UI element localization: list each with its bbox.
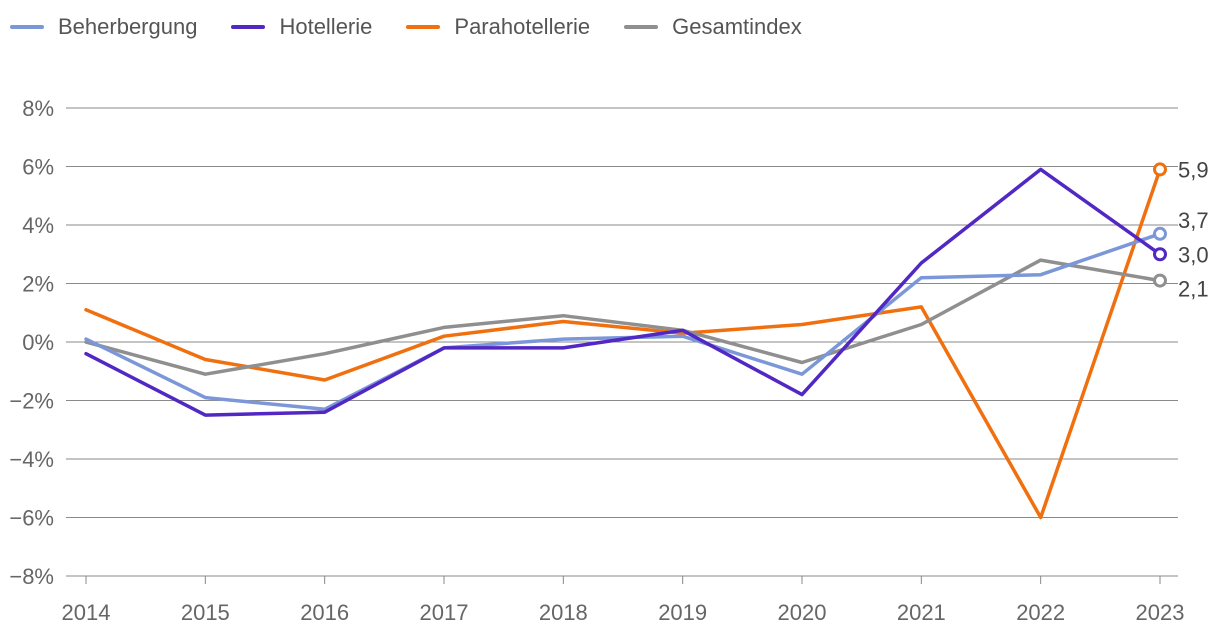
legend-swatch [624, 25, 659, 29]
y-tick-label: −8% [9, 564, 54, 589]
end-point-marker [1153, 162, 1167, 177]
legend-item-1: Hotellerie [231, 14, 372, 40]
end-value-label: 3,7 [1178, 208, 1209, 233]
end-value-label: 5,9 [1178, 157, 1209, 182]
x-tick-label: 2015 [181, 600, 230, 625]
legend-label: Hotellerie [279, 14, 373, 39]
x-tick-label: 2014 [62, 600, 111, 625]
y-tick-label: 8% [22, 96, 54, 121]
y-tick-label: 4% [22, 213, 54, 238]
end-value-label: 2,1 [1178, 277, 1209, 302]
series-line-gesamtindex [84, 258, 1162, 376]
legend-label: Parahotellerie [454, 14, 591, 39]
end-value-label: 3,0 [1178, 242, 1209, 267]
y-tick-label: 0% [22, 330, 54, 355]
series-line-parahotellerie [84, 167, 1162, 520]
x-tick-label: 2018 [539, 600, 588, 625]
end-point-marker [1153, 273, 1167, 288]
x-tick-label: 2020 [778, 600, 827, 625]
x-tick-label: 2021 [897, 600, 946, 625]
x-tick-label: 2017 [420, 600, 469, 625]
end-point-marker [1153, 247, 1167, 262]
x-tick-label: 2022 [1016, 600, 1065, 625]
y-tick-label: −2% [9, 389, 54, 414]
x-tick-label: 2019 [658, 600, 707, 625]
legend-item-2: Parahotellerie [406, 14, 590, 40]
legend: Beherbergung Hotellerie Parahotellerie Gesa… [10, 14, 802, 40]
legend-label: Beherbergung [58, 14, 198, 39]
y-tick-label: −6% [9, 506, 54, 531]
legend-swatch [231, 25, 266, 29]
y-tick-label: 2% [22, 272, 54, 297]
end-point-marker [1153, 226, 1167, 241]
legend-item-3: Gesamtindex [624, 14, 802, 40]
legend-item-0: Beherbergung [10, 14, 197, 40]
x-tick-label: 2016 [300, 600, 349, 625]
y-tick-label: −4% [9, 447, 54, 472]
legend-swatch [406, 25, 441, 29]
series-line-hotellerie [84, 167, 1162, 417]
legend-label: Gesamtindex [672, 14, 802, 39]
y-tick-label: 6% [22, 155, 54, 180]
legend-swatch [10, 25, 44, 29]
x-tick-label: 2023 [1136, 600, 1185, 625]
